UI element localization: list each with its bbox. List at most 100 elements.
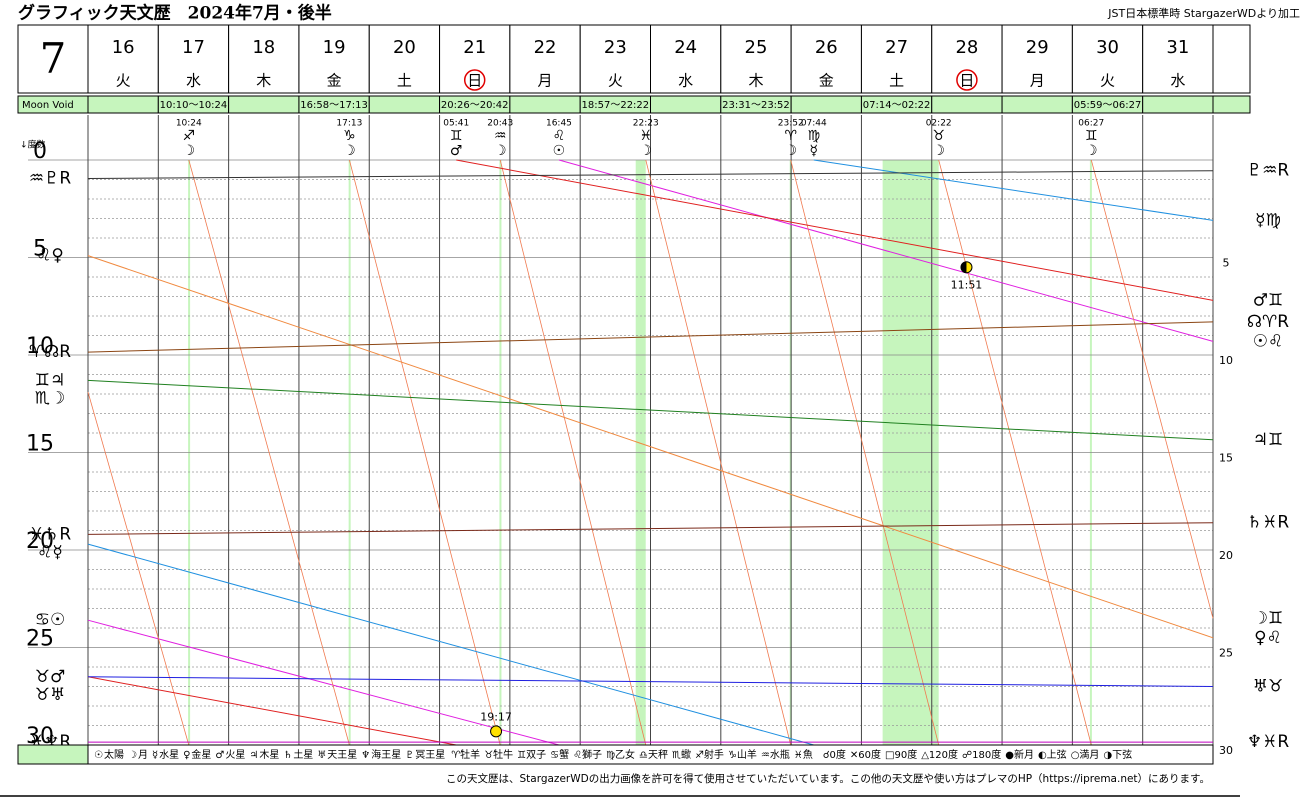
ingress-planet: ☽ (932, 143, 945, 159)
end-label: ♄♓R (1247, 513, 1289, 533)
chart-title: グラフィック天文歴 2024年7月・後半 (18, 3, 332, 24)
day-cell (509, 24, 581, 94)
weekday: 土 (397, 72, 412, 90)
end-label: ☽♊ (1253, 608, 1283, 628)
weekday: 日 (467, 72, 482, 90)
day-cell (1001, 24, 1073, 94)
planet-line (87, 255, 1214, 639)
day-number: 26 (815, 37, 838, 58)
legend-item: ✕60度 (850, 748, 881, 761)
legend-item: ♈牡羊 (451, 748, 480, 761)
day-number: 24 (674, 37, 697, 58)
void-time: 10:10〜10:24 (160, 100, 228, 111)
ingress-sign: ♐ (183, 128, 196, 144)
day-cell (860, 24, 933, 94)
ingress-planet: ☽ (784, 143, 797, 159)
y-tick-label: 5 (33, 237, 47, 262)
y-axis-label: ↓度数 (20, 139, 46, 151)
phase-time: 19:17 (480, 710, 512, 723)
ingress-sign: ♒ (494, 128, 507, 144)
void-cell (87, 95, 159, 114)
day-cell (650, 24, 722, 94)
weekday: 土 (889, 72, 904, 90)
weekday: 水 (1170, 72, 1185, 90)
weekday: 金 (327, 72, 342, 90)
end-label: ♂♊ (1253, 290, 1283, 310)
legend-name: 木星 (259, 749, 279, 761)
ingress-sign: ♊ (1085, 128, 1098, 144)
weekday: 火 (1100, 72, 1115, 90)
planet-line (87, 159, 1214, 746)
month-cell (17, 24, 89, 94)
y-tick-label-right: 15 (1219, 452, 1233, 465)
weekday: 水 (678, 72, 693, 90)
legend-item: ♊双子 (517, 749, 546, 761)
void-time: 18:57〜22:22 (582, 100, 650, 111)
legend-glyph: ♄ (283, 750, 292, 761)
ingress-planet: ☽ (1085, 143, 1098, 159)
start-label: ♌♀ (36, 246, 64, 266)
weekday: 月 (1030, 72, 1045, 90)
end-label: ♃♊ (1253, 430, 1283, 450)
legend-glyph: ☽ (128, 750, 137, 761)
y-tick-label: 0 (33, 139, 47, 164)
void-cell (228, 95, 300, 114)
holiday-circle (463, 69, 486, 91)
day-cell (298, 24, 370, 94)
y-tick-label-right: 25 (1219, 647, 1233, 660)
ingress-time: 06:27 (1078, 119, 1104, 129)
legend-name: 金星 (191, 748, 211, 761)
day-number: 28 (955, 37, 978, 58)
weekday: 日 (959, 72, 974, 90)
ingress-planet: ☽ (183, 143, 196, 159)
void-time: 07:14〜02:22 (863, 100, 931, 111)
ingress-sign: ♊ (450, 128, 463, 144)
weekday: 水 (186, 72, 201, 90)
legend-glyph: ☉ (94, 750, 103, 761)
end-label: ♀♌ (1254, 628, 1282, 648)
phase-time: 11:51 (951, 278, 983, 291)
legend-name: 冥王星 (415, 749, 445, 761)
weekday: 火 (608, 72, 623, 90)
ingress-sign: ♈ (784, 128, 797, 144)
ingress-time: 02:22 (926, 119, 952, 129)
weekday: 火 (116, 72, 131, 90)
ingress-time: 07:44 (801, 119, 827, 129)
y-tick-label: 15 (26, 432, 54, 457)
phase-marker (490, 725, 503, 738)
legend-name: 土星 (293, 748, 313, 761)
end-label: ♅♉ (1253, 677, 1283, 697)
end-label: ☿♍ (1255, 210, 1281, 230)
day-number: 31 (1166, 37, 1189, 58)
y-tick-label: 20 (26, 529, 54, 554)
ingress-planet: ♂ (450, 143, 463, 159)
day-number: 16 (112, 37, 135, 58)
footer: この天文歴は、StargazerWDの出力画像を許可を得て使用させていただいてい… (446, 772, 1210, 785)
legend-glyph: ♃ (249, 750, 258, 761)
legend-glyph: ♇ (405, 750, 414, 761)
end-label: ☉♌ (1253, 331, 1283, 351)
day-number: 23 (604, 37, 627, 58)
start-label: ♓♄R (29, 524, 71, 544)
start-label: ♈☊R (29, 342, 71, 362)
legend-glyph: ☿ (152, 750, 158, 761)
holiday-circle (956, 69, 978, 91)
end-label: ♇♒R (1247, 161, 1289, 181)
start-label: ♉♂ (35, 667, 65, 687)
legend-item: ♐射手 (695, 748, 724, 761)
legend-item: ☍180度 (962, 748, 1001, 761)
y-tick-label-right: 20 (1219, 549, 1233, 562)
planet-line (87, 379, 1214, 441)
day-cell (228, 24, 300, 94)
day-number: 19 (323, 37, 346, 58)
legend-name: 火星 (225, 749, 245, 761)
legend-glyph: ♂ (215, 750, 224, 761)
start-label: ♋☉ (35, 610, 65, 630)
legend-item: ♉牡牛 (484, 748, 513, 761)
y-tick-label: 10 (26, 334, 54, 359)
void-cell (650, 95, 722, 114)
ingress-planet: ☽ (343, 143, 356, 159)
ingress-sign: ♉ (932, 128, 945, 144)
legend-item: ♒水瓶 (761, 748, 790, 761)
